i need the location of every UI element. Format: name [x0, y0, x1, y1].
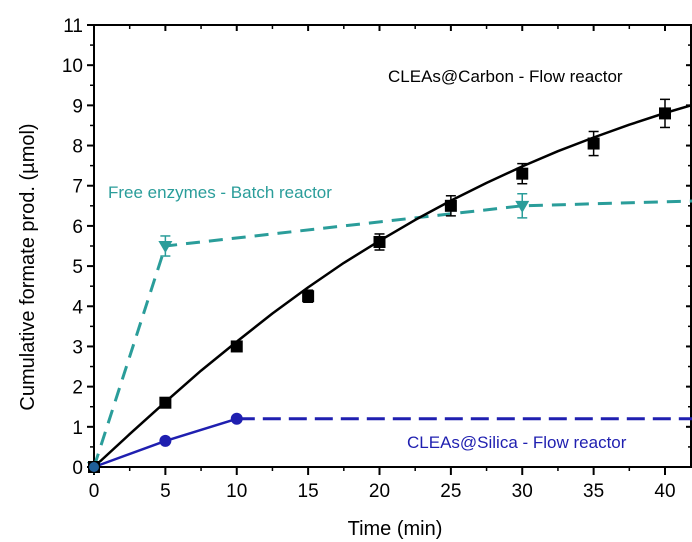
y-axis-title: Cumulative formate prod. (µmol) — [17, 123, 39, 410]
series-line-free-enzymes — [92, 199, 692, 468]
x-tick-label: 5 — [160, 481, 171, 502]
axes: 0 1 2 3 4 5 6 7 8 9 10 11 0 5 10 15 20 25 30 35 40 — [62, 16, 692, 502]
y-tick-label: 8 — [72, 137, 83, 158]
data-point-cleas-silica — [159, 434, 172, 447]
y-tick-label: 9 — [72, 96, 83, 117]
x-tick-label: 40 — [654, 481, 675, 502]
y-tick-label: 6 — [72, 217, 83, 238]
y-tick-label: 11 — [63, 16, 83, 37]
data-point-cleas-carbon — [516, 167, 529, 180]
data-point-origin — [89, 462, 99, 472]
y-tick-label: 0 — [72, 458, 83, 479]
y-tick-label: 3 — [72, 337, 83, 358]
series-line-cleas-carbon — [93, 103, 692, 468]
x-tick-label: 35 — [583, 481, 604, 502]
data-point-cleas-carbon — [302, 290, 315, 303]
annotation-carbon: CLEAs@Carbon - Flow reactor — [388, 67, 623, 86]
data-point-cleas-carbon — [230, 340, 243, 353]
x-tick-label: 0 — [89, 481, 100, 502]
y-tick-label: 7 — [72, 177, 83, 198]
y-tick-label: 4 — [72, 297, 83, 318]
series-lines — [92, 103, 692, 469]
y-tick-label: 10 — [62, 56, 83, 77]
data-point-cleas-carbon — [159, 396, 172, 409]
x-tick-label: 10 — [226, 481, 247, 502]
x-tick-label: 25 — [440, 481, 461, 502]
x-axis-title: Time (min) — [348, 518, 443, 540]
data-point-cleas-carbon — [444, 199, 457, 212]
x-tick-label: 20 — [369, 481, 390, 502]
data-point-cleas-silica — [230, 412, 243, 425]
y-tick-label: 5 — [72, 257, 83, 278]
data-point-cleas-carbon — [373, 235, 386, 248]
x-tick-label: 15 — [298, 481, 319, 502]
data-point-free-enzymes — [158, 241, 173, 253]
y-tick-label: 1 — [72, 418, 83, 439]
data-point-free-enzymes — [515, 200, 530, 213]
data-point-cleas-carbon — [587, 137, 600, 150]
y-tick-label: 2 — [72, 378, 83, 399]
annotation-free-enzymes: Free enzymes - Batch reactor — [108, 183, 332, 202]
x-tick-label: 30 — [512, 481, 533, 502]
series-markers — [87, 98, 671, 474]
annotation-silica: CLEAs@Silica - Flow reactor — [407, 433, 627, 452]
data-point-cleas-carbon — [659, 107, 671, 120]
